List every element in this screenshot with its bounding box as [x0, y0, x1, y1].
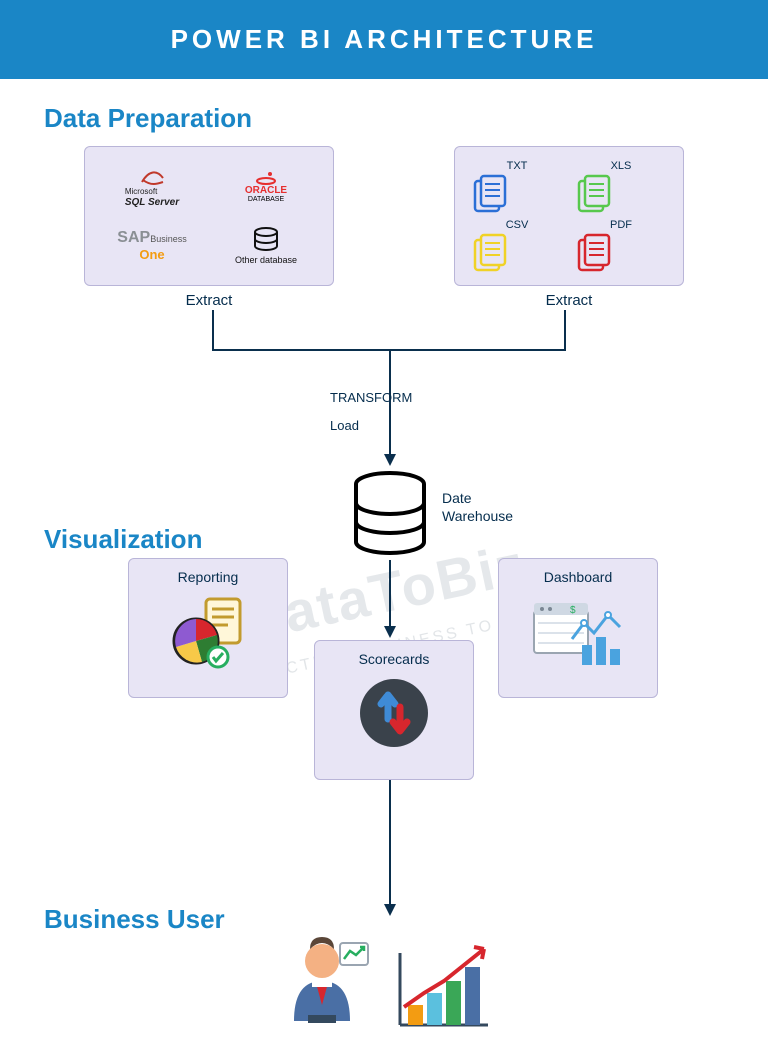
oracle-icon [255, 171, 277, 185]
file-txt-icon [472, 174, 508, 214]
scorecards-icon [356, 675, 432, 751]
logo-sqlserver: MicrosoftSQL Server [95, 157, 209, 216]
databases-panel: MicrosoftSQL Server ORACLE DATABASE SAPB… [84, 146, 334, 286]
section-visualization-title: Visualization [44, 524, 202, 555]
business-user-icon [280, 935, 500, 1035]
connector-viz-to-user [0, 780, 768, 930]
warehouse-label-2: Warehouse [442, 508, 513, 524]
databases-caption: Extract [84, 292, 334, 309]
file-csv-icon [472, 233, 508, 273]
business-user-icons [280, 935, 500, 1035]
files-panel: TXT XLS CSV PDF [454, 146, 684, 286]
reporting-box: Reporting [128, 558, 288, 698]
warehouse-icon [345, 470, 435, 560]
logo-sap: SAPBusiness One [95, 216, 209, 275]
file-pdf-icon [576, 233, 612, 273]
logo-oracle: ORACLE DATABASE [209, 157, 323, 216]
dashboard-icon: $ [528, 593, 628, 673]
svg-text:$: $ [570, 605, 576, 616]
warehouse-label-1: Date [442, 490, 472, 506]
databases-box: MicrosoftSQL Server ORACLE DATABASE SAPB… [84, 146, 334, 309]
file-pdf: PDF [576, 219, 666, 273]
database-icon [251, 227, 281, 255]
file-csv: CSV [472, 219, 562, 273]
files-box: TXT XLS CSV PDF Extract [454, 146, 684, 309]
sqlserver-icon [139, 166, 165, 186]
reporting-icon [168, 593, 248, 673]
connector-extract-to-warehouse [0, 310, 768, 480]
data-warehouse [345, 470, 435, 560]
scorecards-box: Scorecards [314, 640, 474, 780]
file-xls-icon [576, 174, 612, 214]
scorecards-label: Scorecards [325, 651, 463, 667]
files-caption: Extract [454, 292, 684, 309]
section-data-prep-title: Data Preparation [44, 103, 768, 134]
file-txt: TXT [472, 160, 562, 214]
file-xls: XLS [576, 160, 666, 214]
reporting-label: Reporting [139, 569, 277, 585]
logo-otherdb: Other database [209, 216, 323, 275]
dashboard-label: Dashboard [509, 569, 647, 585]
page-title: POWER BI ARCHITECTURE [0, 0, 768, 79]
dashboard-box: Dashboard $ [498, 558, 658, 698]
